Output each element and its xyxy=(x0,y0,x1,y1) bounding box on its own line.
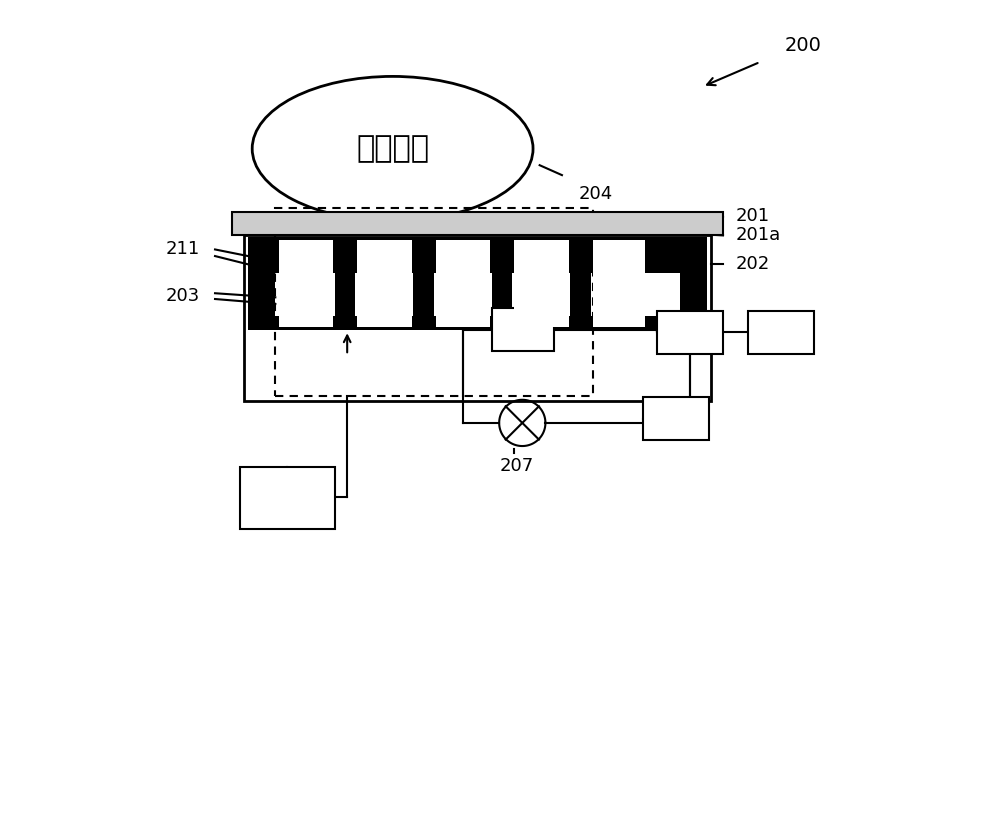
Bar xyxy=(232,212,723,235)
Text: 209: 209 xyxy=(506,320,540,339)
Text: 201: 201 xyxy=(735,207,770,225)
Text: 210: 210 xyxy=(270,489,304,506)
Bar xyxy=(643,397,709,440)
Text: 208: 208 xyxy=(659,410,693,428)
Text: 等离子体: 等离子体 xyxy=(356,134,429,164)
Bar xyxy=(436,240,490,327)
Bar xyxy=(492,237,512,330)
Bar xyxy=(413,237,434,330)
Text: 205: 205 xyxy=(673,323,707,341)
Bar xyxy=(492,308,554,351)
Text: 207: 207 xyxy=(499,457,534,475)
Text: 211: 211 xyxy=(165,240,200,259)
Text: 203: 203 xyxy=(165,287,200,305)
Bar xyxy=(244,235,711,401)
Bar xyxy=(593,240,645,327)
Bar xyxy=(248,237,706,273)
Bar xyxy=(248,237,275,330)
Bar xyxy=(680,237,706,330)
Bar xyxy=(657,311,723,354)
Bar xyxy=(279,240,333,327)
Text: 201a: 201a xyxy=(735,226,781,244)
Bar xyxy=(570,237,591,330)
Bar xyxy=(248,316,706,330)
Bar xyxy=(514,240,569,327)
Bar xyxy=(335,237,355,330)
Text: 206: 206 xyxy=(764,323,798,341)
Bar xyxy=(357,240,412,327)
Text: 204: 204 xyxy=(578,185,613,203)
Bar xyxy=(240,467,335,529)
Bar xyxy=(748,311,814,354)
Text: 200: 200 xyxy=(785,36,822,55)
Text: 202: 202 xyxy=(735,255,770,273)
Bar xyxy=(275,208,593,396)
